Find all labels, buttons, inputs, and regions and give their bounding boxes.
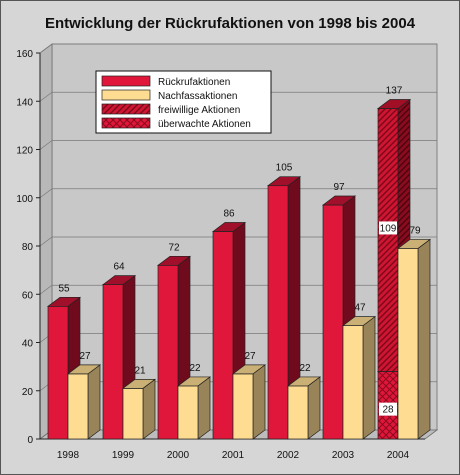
gridline xyxy=(39,91,437,102)
data-label-nachfass: 22 xyxy=(299,363,311,374)
bar-nachfass-front xyxy=(232,373,254,440)
bar-nachfass xyxy=(396,238,432,440)
legend-label: freiwillige Aktionen xyxy=(158,105,240,116)
bar-2004-freiwillig-top xyxy=(376,99,412,109)
data-label-nachfass: 27 xyxy=(244,351,256,362)
legend-swatch xyxy=(101,89,151,101)
bar-rueckruf xyxy=(266,175,302,440)
bar-nachfass-side xyxy=(197,376,211,440)
segment-label-bg xyxy=(379,221,397,235)
y-tick-label: 160 xyxy=(16,49,33,60)
bar-nachfass-side xyxy=(87,364,101,440)
x-tick-label: 2000 xyxy=(167,450,190,461)
legend-swatch xyxy=(101,117,151,129)
bar-nachfass-front xyxy=(342,325,364,440)
data-label-rueckruf: 97 xyxy=(333,182,345,193)
chart-title: Entwicklung der Rückrufaktionen von 1998… xyxy=(44,15,416,32)
bar-rueckruf-top xyxy=(156,255,192,266)
data-label-rueckruf: 55 xyxy=(58,283,70,294)
bar-nachfass xyxy=(286,376,322,440)
gridline xyxy=(39,236,437,247)
bar-nachfass-side xyxy=(252,364,266,440)
bar-nachfass-side xyxy=(362,315,376,440)
y-tick-label: 120 xyxy=(16,146,33,157)
bar-nachfass-front xyxy=(122,387,144,440)
bar-rueckruf-top xyxy=(101,275,137,285)
legend-label: überwachte Aktionen xyxy=(158,119,251,130)
bar-nachfass xyxy=(121,378,157,440)
segment-label-freiwillig: 109 xyxy=(380,223,397,234)
y-tick-label: 0 xyxy=(27,435,33,446)
bar-rueckruf-top xyxy=(211,222,247,232)
bar-nachfass-side xyxy=(307,376,321,440)
legend-label: Nachfassaktionen xyxy=(158,91,238,102)
y-tick-label: 20 xyxy=(22,387,34,398)
x-tick-label: 2001 xyxy=(222,450,245,461)
bar-nachfass xyxy=(231,364,267,440)
bar-rueckruf-front xyxy=(47,305,69,440)
bar-nachfass-front xyxy=(397,248,419,440)
data-label-rueckruf: 137 xyxy=(386,85,403,96)
y-tick-label: 60 xyxy=(22,290,34,301)
bar-nachfass-top xyxy=(176,376,212,387)
y-tick-label: 140 xyxy=(16,97,33,108)
bar-nachfass xyxy=(341,315,377,440)
bar-nachfass-front xyxy=(287,385,309,440)
bar-nachfass-top xyxy=(121,378,157,389)
gridline xyxy=(39,284,437,295)
x-tick-label: 2003 xyxy=(332,450,355,461)
bar-rueckruf-front xyxy=(267,185,289,440)
y-tick-label: 80 xyxy=(22,242,34,253)
bar-rueckruf-top xyxy=(266,176,302,187)
bar-nachfass xyxy=(66,364,102,440)
x-tick-label: 1998 xyxy=(57,450,80,461)
bar-nachfass-side xyxy=(417,238,431,440)
segment-label-bg xyxy=(379,402,397,416)
bar-nachfass-top xyxy=(66,364,102,375)
data-label-rueckruf: 105 xyxy=(276,163,293,174)
bar-rueckruf-front xyxy=(157,264,179,440)
legend-swatch xyxy=(101,103,151,115)
y-tick-label: 100 xyxy=(16,194,33,205)
bar-2004-freiwillig-front xyxy=(377,108,399,372)
data-label-nachfass: 22 xyxy=(189,363,201,374)
gridline xyxy=(39,140,437,150)
bar-nachfass-front xyxy=(177,385,199,440)
data-label-rueckruf: 64 xyxy=(113,262,125,273)
data-label-nachfass: 27 xyxy=(79,351,91,362)
gridline xyxy=(39,188,437,199)
data-label-nachfass: 47 xyxy=(354,303,366,314)
bar-nachfass-top xyxy=(286,376,322,387)
bar-nachfass-side xyxy=(142,378,156,440)
x-tick-label: 1999 xyxy=(112,450,135,461)
legend-swatch xyxy=(101,75,151,87)
data-label-rueckruf: 86 xyxy=(223,209,235,220)
data-label-nachfass: 79 xyxy=(409,225,421,236)
x-tick-label: 2004 xyxy=(387,450,410,461)
y-tick-label: 40 xyxy=(22,339,34,350)
segment-label-ueberwacht: 28 xyxy=(382,405,394,416)
bar-nachfass-top xyxy=(341,316,377,326)
bar-nachfass xyxy=(176,376,212,440)
bar-rueckruf-top xyxy=(46,296,82,307)
gridline xyxy=(39,43,437,54)
legend-label: Rückrufaktionen xyxy=(158,77,230,88)
bar-rueckruf-front xyxy=(212,231,234,440)
data-label-rueckruf: 72 xyxy=(168,242,180,253)
bar-rueckruf-front xyxy=(322,204,344,440)
bar-nachfass-front xyxy=(67,373,89,440)
bar-nachfass-top xyxy=(396,239,432,249)
bar-rueckruf-top xyxy=(321,195,357,206)
bar-rueckruf-front xyxy=(102,284,124,440)
x-tick-label: 2002 xyxy=(277,450,300,461)
bar-nachfass-top xyxy=(231,364,267,375)
data-label-nachfass: 21 xyxy=(134,365,146,376)
